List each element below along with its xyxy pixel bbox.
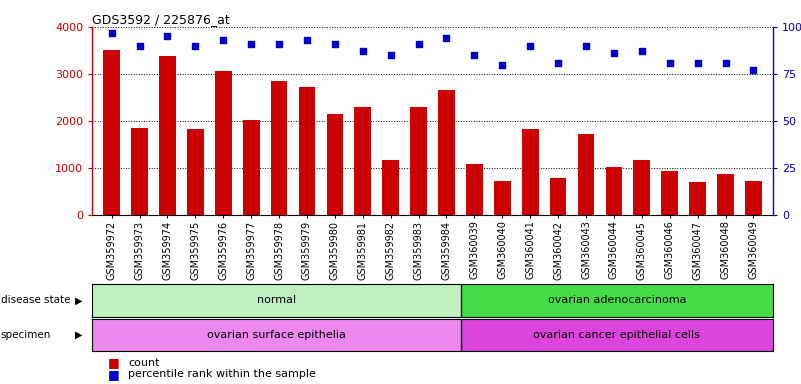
Text: specimen: specimen [1,330,51,340]
Point [356,48,369,55]
Text: count: count [128,358,159,368]
Bar [159,56,176,215]
Point [496,61,509,68]
Bar [410,107,427,215]
Point [133,43,146,49]
Bar [461,284,773,317]
Text: disease state: disease state [1,295,70,306]
Point [663,60,676,66]
Bar [461,319,773,351]
Bar [327,114,344,215]
Text: normal: normal [257,295,296,306]
Point [580,43,593,49]
Bar [92,284,461,317]
Text: ■: ■ [108,356,120,369]
Point [552,60,565,66]
Point [468,52,481,58]
Bar [92,319,461,351]
Text: percentile rank within the sample: percentile rank within the sample [128,369,316,379]
Point [413,41,425,47]
Text: ovarian adenocarcinoma: ovarian adenocarcinoma [548,295,686,306]
Bar [606,167,622,215]
Bar [271,81,288,215]
Bar [466,164,483,215]
Bar [549,178,566,215]
Bar [103,50,120,215]
Point [189,43,202,49]
Bar [634,161,650,215]
Point [161,33,174,40]
Text: ovarian surface epithelia: ovarian surface epithelia [207,330,346,340]
Point [105,30,118,36]
Point [328,41,341,47]
Point [245,41,258,47]
Bar [689,182,706,215]
Bar [521,129,538,215]
Point [747,67,760,73]
Point [607,50,620,56]
Bar [131,128,148,215]
Bar [662,171,678,215]
Point [440,35,453,41]
Point [272,41,285,47]
Point [691,60,704,66]
Text: GDS3592 / 225876_at: GDS3592 / 225876_at [92,13,230,26]
Point [719,60,732,66]
Point [524,43,537,49]
Text: ■: ■ [108,368,120,381]
Bar [187,129,203,215]
Bar [215,71,231,215]
Point [300,37,313,43]
Text: ovarian cancer epithelial cells: ovarian cancer epithelial cells [533,330,700,340]
Bar [354,107,371,215]
Text: ▶: ▶ [74,330,82,340]
Bar [745,181,762,215]
Bar [578,134,594,215]
Point [217,37,230,43]
Bar [438,90,455,215]
Bar [299,87,316,215]
Bar [494,181,511,215]
Bar [243,119,260,215]
Point [384,52,397,58]
Bar [717,174,734,215]
Bar [382,161,399,215]
Text: ▶: ▶ [74,295,82,306]
Point [635,48,648,55]
